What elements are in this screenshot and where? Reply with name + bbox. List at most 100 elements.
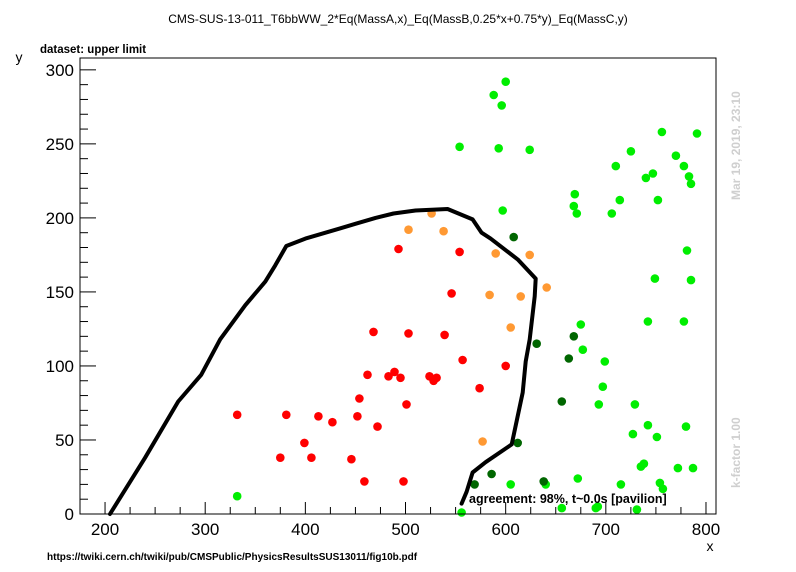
data-point-allowed [598, 382, 608, 392]
data-point-borderline [404, 225, 413, 234]
data-point-allowed [652, 432, 662, 442]
data-point-allowed [628, 429, 638, 439]
data-point-allowed [576, 320, 586, 329]
data-point-allowed_near [557, 397, 567, 406]
y-tick-label: 200 [46, 209, 74, 228]
data-point-allowed [525, 145, 534, 155]
data-point-excluded [347, 454, 356, 464]
data-point-allowed [607, 209, 617, 218]
data-point-allowed [643, 317, 653, 326]
data-point-allowed [455, 142, 464, 152]
timestamp-label: Mar 19, 2019, 23:10 [729, 91, 743, 200]
data-point-allowed [630, 400, 640, 409]
data-point-excluded [314, 412, 323, 421]
data-point-excluded [384, 372, 393, 381]
data-point-borderline [485, 290, 494, 300]
data-point-excluded [282, 410, 291, 420]
data-point-excluded [458, 355, 467, 365]
y-tick-label: 250 [46, 135, 74, 154]
data-point-allowed_near [539, 477, 548, 486]
data-point-excluded [355, 394, 364, 403]
data-point-excluded [307, 453, 316, 463]
data-point-allowed [593, 502, 603, 511]
data-point-allowed [682, 246, 692, 255]
data-point-excluded [373, 422, 382, 431]
x-tick-label: 200 [91, 520, 119, 539]
y-tick-label: 100 [46, 357, 74, 376]
data-point-excluded [440, 330, 449, 340]
data-point-excluded [455, 247, 464, 257]
x-tick-label: 500 [391, 520, 419, 539]
data-point-allowed [616, 480, 626, 489]
data-point-excluded [390, 367, 399, 377]
data-point-excluded [402, 400, 411, 409]
data-point-allowed [650, 274, 660, 283]
data-point-allowed [692, 129, 702, 138]
data-point-allowed [569, 201, 579, 211]
data-point-allowed [658, 484, 668, 494]
data-point-allowed_near [569, 332, 579, 341]
data-point-excluded [399, 477, 408, 486]
y-axis-label: y [16, 49, 23, 65]
data-point-excluded [300, 438, 309, 448]
data-point-allowed [578, 345, 588, 355]
data-point-allowed [679, 317, 689, 326]
data-point-allowed [673, 463, 683, 473]
data-point-allowed [232, 491, 242, 501]
data-point-allowed_near [564, 354, 574, 363]
data-point-allowed [457, 508, 466, 517]
data-point-allowed [570, 189, 580, 199]
data-point-allowed [489, 90, 499, 100]
data-point-excluded [328, 417, 337, 427]
data-point-excluded [394, 244, 403, 254]
data-point-allowed [626, 147, 636, 156]
data-point-allowed [573, 474, 583, 483]
data-point-allowed_near [487, 469, 496, 479]
data-point-borderline [478, 437, 487, 446]
data-point-allowed_near [513, 438, 522, 448]
data-point-excluded [363, 370, 372, 380]
kfactor-label: k-factor 1.00 [729, 417, 743, 488]
data-point-allowed [494, 144, 504, 153]
data-point-allowed [506, 480, 515, 489]
data-point-borderline [506, 323, 515, 332]
y-tick-label: 0 [65, 505, 74, 524]
source-url: https://twiki.cern.ch/twiki/pub/CMSPubli… [47, 552, 418, 563]
data-point-allowed [688, 463, 698, 473]
data-point-allowed [643, 420, 653, 430]
data-point-excluded [360, 477, 369, 486]
data-point-allowed [501, 77, 511, 86]
data-point-excluded [369, 327, 378, 337]
data-point-allowed [641, 173, 651, 183]
data-point-allowed [648, 169, 658, 178]
data-point-allowed [557, 503, 567, 513]
dataset-label: dataset: upper limit [40, 44, 146, 56]
y-tick-label: 300 [46, 61, 74, 80]
exclusion-curve [108, 207, 538, 516]
data-point-allowed [639, 459, 649, 469]
data-point-excluded [353, 412, 362, 421]
data-point-allowed [594, 400, 604, 409]
data-point-allowed [657, 127, 667, 137]
x-axis-label: x [707, 538, 714, 554]
chart-title: CMS-SUS-13-011_T6bbWW_2*Eq(MassA,x)_Eq(M… [168, 12, 628, 26]
x-tick-label: 400 [291, 520, 319, 539]
data-point-allowed [498, 206, 508, 215]
data-point-allowed [679, 161, 689, 171]
data-point-excluded [501, 361, 511, 371]
data-point-allowed [632, 505, 642, 514]
points-layer [232, 77, 702, 517]
data-point-allowed [671, 151, 681, 160]
data-point-excluded [232, 410, 242, 420]
x-tick-label: 800 [692, 520, 720, 539]
data-point-allowed_near [509, 232, 518, 242]
axes-layer: 200 300 400 500 600 700 800 0 50 100 150 200 250 300 [46, 61, 721, 539]
data-point-excluded [447, 289, 456, 298]
data-point-allowed [684, 172, 694, 181]
data-point-excluded [276, 453, 285, 463]
plot-frame [79, 57, 717, 515]
data-point-excluded [432, 373, 441, 383]
x-tick-label: 700 [592, 520, 620, 539]
data-point-borderline [491, 249, 501, 258]
